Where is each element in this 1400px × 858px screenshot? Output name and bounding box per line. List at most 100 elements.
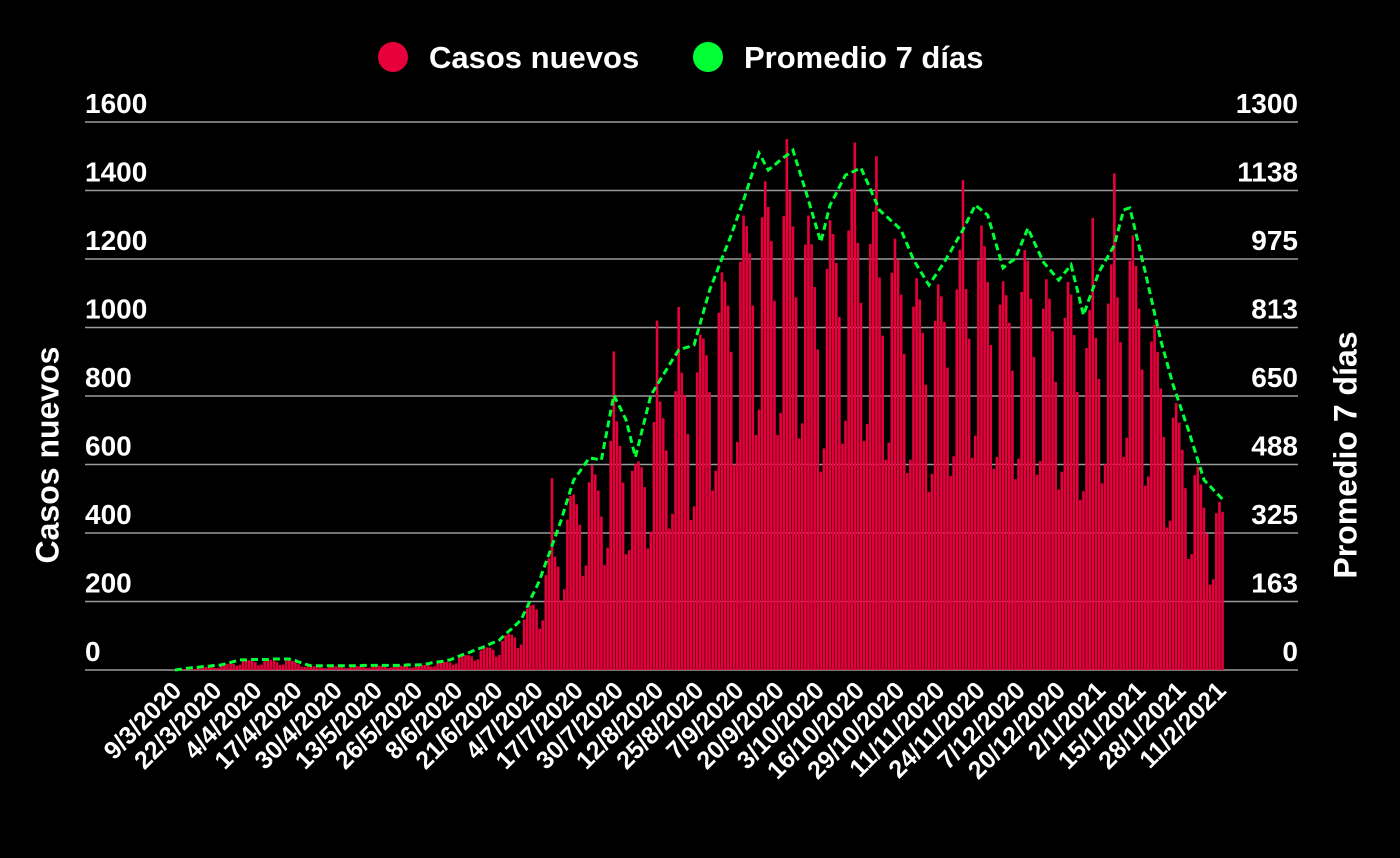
bar [1067, 282, 1070, 670]
bar [575, 504, 578, 670]
bar [838, 317, 841, 670]
y2-tick-label: 0 [1282, 636, 1298, 667]
bar [1212, 579, 1215, 670]
y2-tick-label: 650 [1251, 362, 1298, 393]
bar [971, 458, 974, 670]
bar [236, 666, 239, 670]
bar [1054, 382, 1057, 670]
bar [619, 446, 622, 670]
bar [866, 424, 869, 670]
bar [356, 666, 359, 670]
bar [1085, 348, 1088, 670]
bar [625, 554, 628, 670]
bar [1088, 310, 1091, 670]
bar [653, 422, 656, 670]
bar [1159, 388, 1162, 670]
bar [446, 662, 449, 670]
bar [1005, 295, 1008, 670]
bar [622, 483, 625, 670]
bar [637, 461, 640, 670]
bar [881, 336, 884, 670]
bar [884, 460, 887, 670]
bar [915, 278, 918, 670]
legend-marker [378, 42, 408, 72]
bar [1008, 323, 1011, 670]
bar [288, 659, 291, 670]
bar [730, 352, 733, 670]
bar [968, 339, 971, 670]
bar-series [174, 139, 1224, 670]
bar [1163, 437, 1166, 670]
bar [677, 307, 680, 670]
bar [303, 667, 306, 670]
bar [529, 605, 532, 670]
bar [1116, 297, 1119, 670]
bar [229, 663, 232, 670]
bar [931, 474, 934, 670]
bar [585, 566, 588, 670]
bar [1200, 484, 1203, 670]
bar [319, 667, 322, 670]
bar [520, 645, 523, 670]
bar [538, 629, 541, 670]
bar [1110, 264, 1113, 670]
bar [662, 418, 665, 670]
bar [1082, 491, 1085, 670]
bar [257, 665, 260, 670]
y-tick-label: 400 [85, 499, 132, 530]
bar [1017, 459, 1020, 670]
legend-label: Promedio 7 días [744, 40, 983, 75]
bar [965, 289, 968, 670]
bar [999, 305, 1002, 670]
bar [1079, 500, 1082, 670]
bar [248, 660, 251, 670]
bar [850, 189, 853, 670]
legend-marker [693, 42, 723, 72]
bar [273, 661, 276, 670]
bar [813, 287, 816, 670]
bar [634, 464, 637, 670]
bar [659, 401, 662, 670]
bar [1193, 475, 1196, 670]
bar [387, 668, 390, 670]
bar [464, 655, 467, 670]
bar [591, 466, 594, 670]
y-tick-label: 200 [85, 568, 132, 599]
bar [1147, 476, 1150, 670]
bar [820, 472, 823, 670]
bar [492, 650, 495, 670]
bar [696, 372, 699, 670]
bar [918, 299, 921, 670]
y-tick-label: 0 [85, 636, 101, 667]
bar [480, 650, 483, 670]
bar [569, 496, 572, 670]
bar [1184, 488, 1187, 670]
bar [878, 277, 881, 670]
bar [545, 575, 548, 670]
bar [436, 663, 439, 670]
bar [467, 655, 470, 670]
bar [1187, 559, 1190, 670]
bar [943, 322, 946, 670]
bar [1190, 554, 1193, 670]
bar [541, 620, 544, 670]
bar [1042, 309, 1045, 670]
bar [1141, 370, 1144, 670]
bar [276, 662, 279, 670]
bar [1098, 379, 1101, 670]
bar [959, 250, 962, 670]
bar [767, 207, 770, 670]
bar [507, 634, 510, 670]
bar [854, 143, 857, 670]
bar [473, 661, 476, 670]
bar [532, 605, 535, 670]
bar [699, 335, 702, 670]
bar [242, 661, 245, 670]
bar [1002, 281, 1005, 670]
bar [551, 478, 554, 670]
bar [752, 306, 755, 670]
bar [857, 243, 860, 670]
bar [461, 655, 464, 670]
bar [504, 635, 507, 670]
